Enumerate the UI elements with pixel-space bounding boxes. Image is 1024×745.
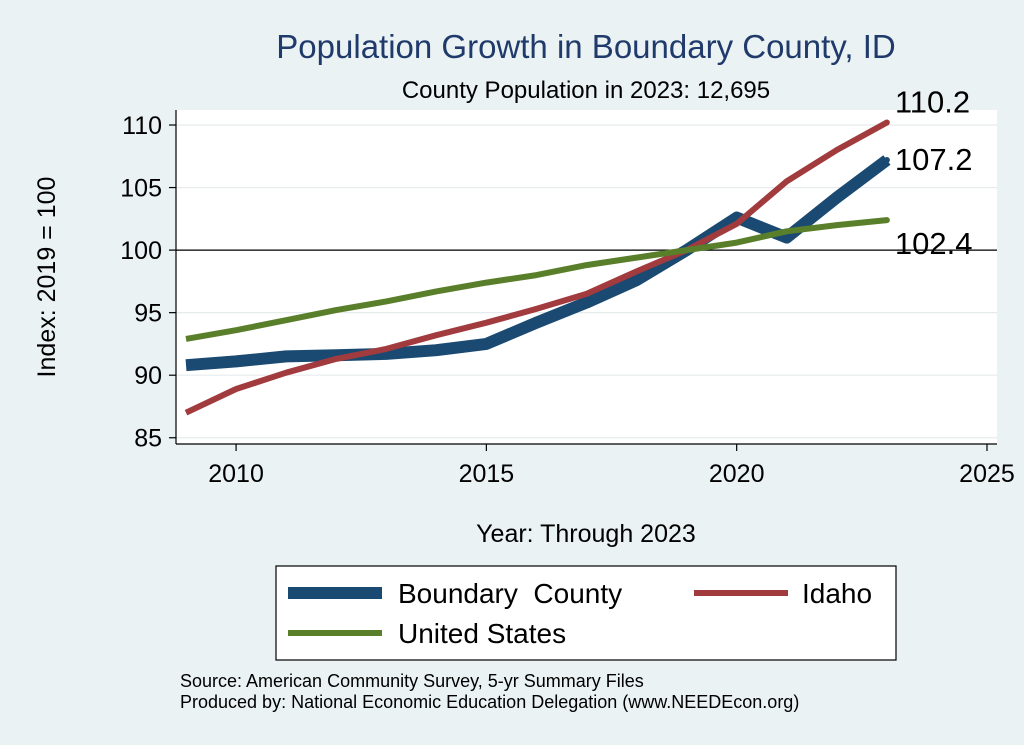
y-tick-label-85: 85 [134, 425, 162, 453]
x-tick-label-2010: 2010 [208, 460, 264, 488]
y-axis-label: Index: 2019 = 100 [33, 177, 61, 378]
chart-subtitle: County Population in 2023: 12,695 [402, 77, 770, 104]
series-end-point-united-states [883, 217, 890, 224]
end-label-idaho: 110.2 [895, 85, 970, 120]
series-layer [184, 119, 891, 416]
series-end-point-boundary-county [883, 157, 890, 164]
x-axis-label: Year: Through 2023 [476, 520, 696, 548]
x-tick-label-2020: 2020 [709, 460, 765, 488]
producer-note: Produced by: National Economic Education… [180, 692, 799, 712]
y-tick-label-100: 100 [120, 237, 162, 265]
end-label-layer: 107.2 110.2 102.4 [895, 85, 973, 262]
legend: Boundary County Idaho United States [275, 565, 897, 661]
series-line-boundary-county [185, 155, 891, 372]
y-tick-label-95: 95 [134, 300, 162, 328]
series-line-united-states [185, 217, 888, 342]
y-tick-label-110: 110 [122, 112, 162, 140]
plot-area [176, 110, 997, 444]
legend-label-united-states: United States [398, 618, 566, 649]
series-line-idaho [184, 119, 889, 416]
axis-layer: 85 90 95 100 105 110 2010 2015 2020 2025 [120, 110, 1015, 488]
end-label-united-states: 102.4 [895, 226, 973, 261]
series-end-point-idaho [883, 119, 890, 126]
legend-box [275, 565, 897, 661]
x-tick-label-2025: 2025 [959, 460, 1015, 488]
end-label-boundary-county: 107.2 [895, 142, 973, 177]
source-note: Source: American Community Survey, 5-yr … [180, 671, 644, 691]
y-tick-label-105: 105 [120, 175, 162, 203]
x-tick-label-2015: 2015 [459, 460, 515, 488]
legend-label-boundary-county: Boundary County [398, 578, 622, 609]
chart-title: Population Growth in Boundary County, ID [276, 28, 895, 65]
legend-label-idaho: Idaho [802, 578, 872, 609]
y-tick-label-90: 90 [134, 362, 162, 390]
